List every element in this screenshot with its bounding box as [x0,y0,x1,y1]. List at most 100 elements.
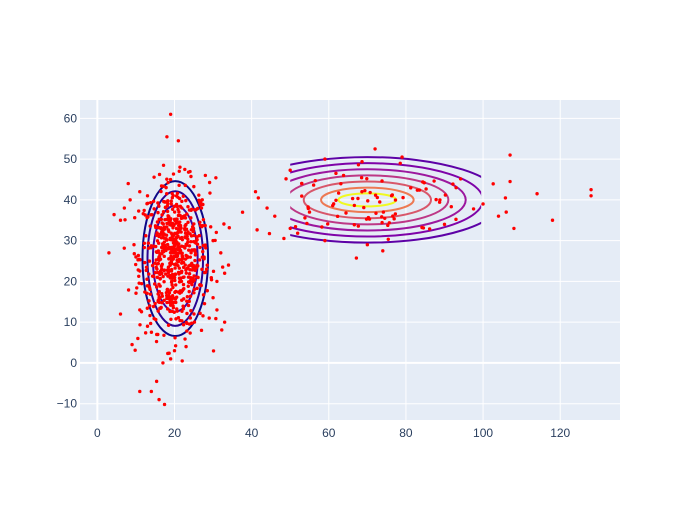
scatter-point [155,250,159,255]
contour-line [290,168,467,232]
scatter-point [152,175,156,179]
scatter-point [165,300,169,305]
scatter-point [187,299,191,304]
scatter-point [481,202,485,206]
scatter-point [176,316,181,320]
scatter-point [160,271,164,276]
scatter-point [169,202,173,206]
scatter-point [214,176,218,180]
scatter-point [147,299,151,303]
scatter-point [306,206,310,211]
scatter-point [155,275,160,280]
scatter-point [197,198,201,203]
scatter-point [303,216,307,220]
scatter-point [133,348,137,352]
scatter-point [161,274,165,279]
scatter-point [422,181,426,185]
scatter-point [203,246,208,250]
scatter-point [352,203,357,208]
scatter-point [176,260,181,264]
scatter-point [185,212,189,216]
scatter-point [138,190,142,194]
scatter-point [184,235,188,239]
scatter-point [192,312,196,316]
scatter-point [173,247,178,251]
scatter-point [185,321,189,326]
scatter-point [181,260,186,265]
scatter-point [162,254,166,259]
y-tick-label: 40 [64,193,78,207]
scatter-point [156,292,160,296]
scatter-point [162,269,166,273]
scatter-point [168,298,172,302]
scatter-point [512,226,516,231]
scatter-point [173,290,177,295]
scatter-point [170,196,175,200]
scatter-point [352,223,357,227]
scatter-point [199,328,204,333]
scatter-point [148,304,152,308]
scatter-point [187,272,192,276]
scatter-point [165,135,169,139]
scatter-point [215,279,219,284]
scatter-point [393,198,398,202]
scatter-point [208,191,212,195]
scatter-point [180,359,184,363]
y-tick-label: 30 [64,234,78,248]
scatter-point [589,187,593,192]
scatter-point [222,222,226,226]
scatter-point [169,199,173,203]
scatter-point [165,296,169,301]
scatter-point [198,203,203,207]
scatter-point [173,278,177,283]
scatter-point [193,249,197,253]
scatter-point [200,267,204,272]
scatter-point [184,271,189,275]
scatter-point [173,218,177,223]
scatter-point [188,331,192,335]
scatter-point [174,300,178,305]
scatter-point [189,239,193,244]
scatter-point [305,221,309,226]
scatter-point [162,226,167,231]
scatter-point [160,262,164,267]
scatter-point [219,251,223,255]
scatter-point [185,329,189,333]
y-tick-label: 20 [64,274,78,288]
scatter-point [183,228,187,232]
scatter-point [195,237,199,242]
scatter-point [171,250,175,255]
scatter-point [145,324,150,328]
scatter-point [373,193,378,197]
scatter-point [167,214,171,219]
scatter-point [341,173,346,178]
scatter-point [197,233,202,238]
scatter-point [168,263,172,267]
scatter-point [188,316,193,320]
scatter-point [142,245,147,250]
scatter-point [336,191,341,195]
scatter-point [204,267,209,271]
scatter-point [154,379,159,384]
scatter-point [157,172,162,177]
scatter-point [323,157,327,161]
scatter-point [373,147,377,151]
scatter-point [197,193,201,197]
scatter-point [134,291,138,295]
scatter-point [156,210,160,215]
scatter-point [205,289,209,293]
contour-line [320,186,415,214]
scatter-point [211,238,215,243]
scatter-point [160,252,164,256]
scatter-point [144,268,148,273]
scatter-point [156,309,160,313]
scatter-point [172,204,176,209]
scatter-point [166,180,170,185]
scatter-point [222,320,227,324]
scatter-point [166,351,170,356]
scatter-point [170,283,174,287]
scatter-point [138,308,142,312]
y-tick-label: 50 [64,152,78,166]
scatter-point [253,190,258,194]
scatter-point [165,242,170,247]
